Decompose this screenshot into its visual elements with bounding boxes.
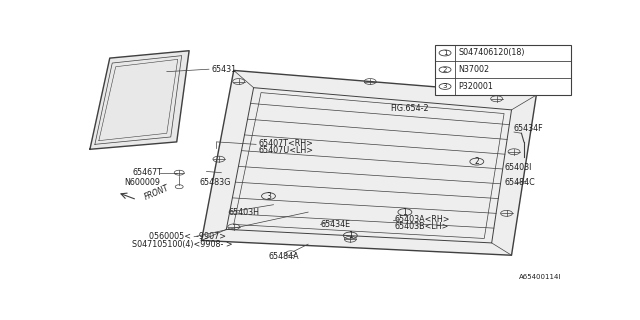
Text: 3: 3 xyxy=(443,84,447,90)
Text: 65403A<RH>: 65403A<RH> xyxy=(395,215,451,224)
Text: P320001: P320001 xyxy=(458,82,493,91)
Text: 2: 2 xyxy=(474,157,479,166)
Text: 1: 1 xyxy=(348,231,353,240)
Text: 2: 2 xyxy=(443,67,447,73)
Text: 65407U<LH>: 65407U<LH> xyxy=(259,146,314,155)
Text: 65431: 65431 xyxy=(211,65,237,74)
Text: FRONT: FRONT xyxy=(143,183,171,202)
Text: 65467T: 65467T xyxy=(132,168,162,177)
Text: 65407T<RH>: 65407T<RH> xyxy=(259,139,314,148)
Text: N600009: N600009 xyxy=(125,178,161,187)
Text: 65484C: 65484C xyxy=(504,178,535,187)
Bar xyxy=(435,44,571,95)
Text: A65400114I: A65400114I xyxy=(519,274,561,280)
Text: 1: 1 xyxy=(443,50,447,56)
Text: 65434F: 65434F xyxy=(514,124,543,133)
Text: S047406120(18): S047406120(18) xyxy=(458,48,525,57)
Text: N37002: N37002 xyxy=(458,65,490,74)
Text: 65484A: 65484A xyxy=(269,252,299,261)
Text: 65483G: 65483G xyxy=(199,178,230,187)
Text: 65434E: 65434E xyxy=(321,220,351,229)
Text: 1: 1 xyxy=(403,208,407,217)
Text: S047105100(4)<9908- >: S047105100(4)<9908- > xyxy=(132,240,233,249)
Text: 65403H: 65403H xyxy=(229,208,260,217)
Text: 3: 3 xyxy=(266,192,271,201)
Polygon shape xyxy=(90,51,189,149)
Text: FIG.654-2: FIG.654-2 xyxy=(390,104,429,113)
Text: 65403I: 65403I xyxy=(504,163,531,172)
Text: 65403B<LH>: 65403B<LH> xyxy=(395,222,449,231)
Polygon shape xyxy=(202,70,536,255)
Text: 0560005<  -9907>: 0560005< -9907> xyxy=(150,232,227,241)
